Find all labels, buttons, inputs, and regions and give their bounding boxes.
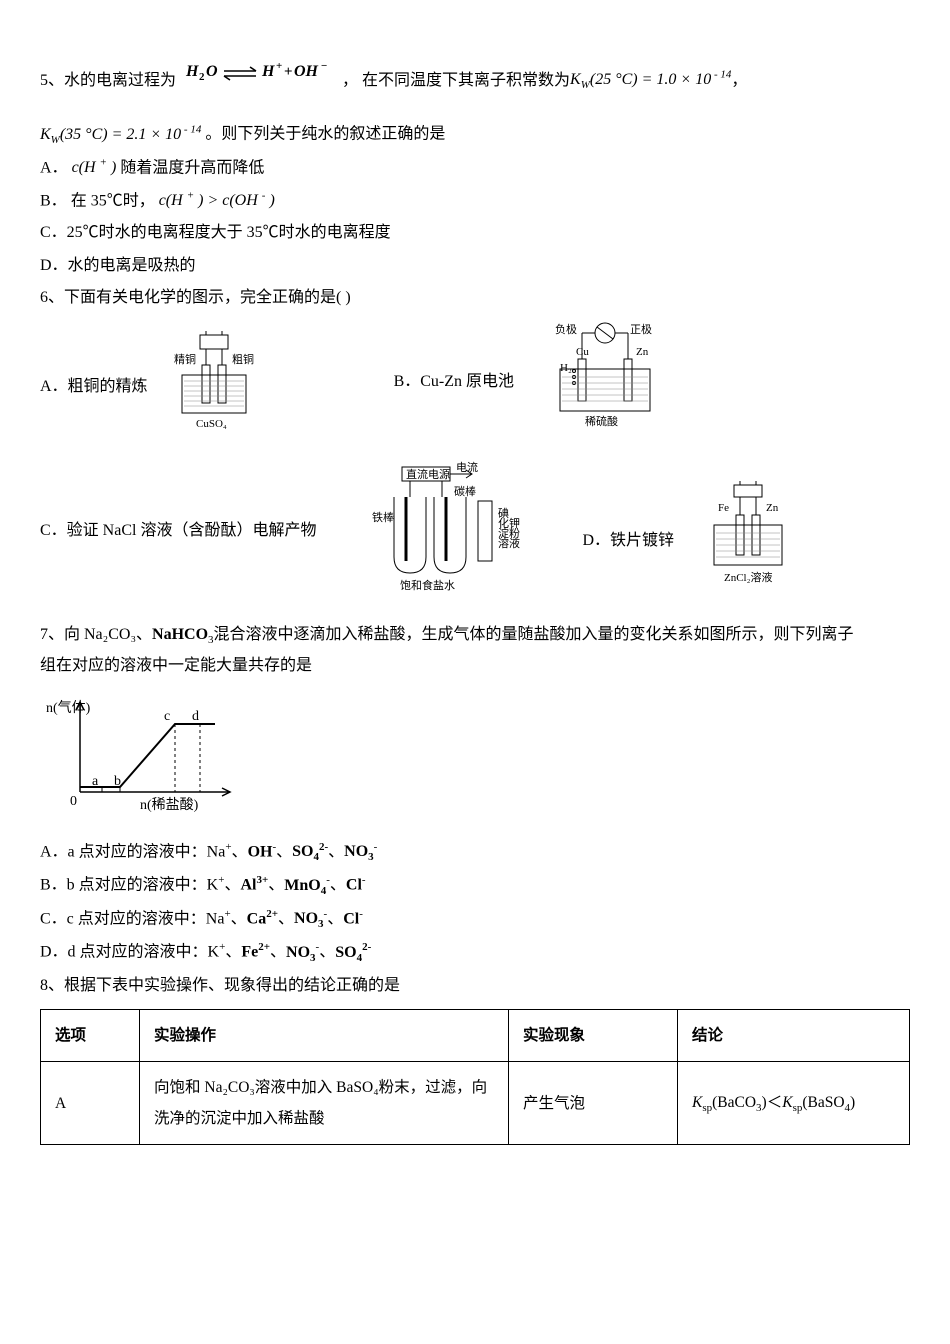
table-header-row: 选项 实验操作 实验现象 结论 xyxy=(41,1010,910,1062)
q5-D: D．水的电离是吸热的 xyxy=(40,251,910,281)
q5-B-label: B． xyxy=(40,192,67,209)
kw35: KW(35 °C) = 2.1 × 10 - 14 xyxy=(40,126,201,143)
svg-text:2: 2 xyxy=(199,71,205,83)
svg-text:O: O xyxy=(206,63,218,80)
q5-mid: ， 在不同温度下其离子积常数为 xyxy=(342,66,570,96)
svg-text:正极: 正极 xyxy=(630,322,652,336)
q6-row1: A．粗铜的精炼 精铜 粗铜 xyxy=(40,321,910,442)
q6-text: 6、下面有关电化学的图示，完全正确的是( ) xyxy=(40,283,910,313)
svg-text:直流电源: 直流电源 xyxy=(406,467,450,481)
diagram-nacl-electrolysis: 直流电源 电流 碳棒 铁棒 碘 化钾 xyxy=(322,461,542,602)
svg-text:b: b xyxy=(114,774,121,789)
q7-text1: 7、向 Na₂CO₃、 xyxy=(40,626,152,643)
th-conclusion: 结论 xyxy=(678,1010,910,1062)
q6-A-label: A．粗铜的精炼 xyxy=(40,372,148,402)
question-6: 6、下面有关电化学的图示，完全正确的是( ) A．粗铜的精炼 精铜 粗铜 xyxy=(40,283,910,602)
svg-text:粗铜: 粗铜 xyxy=(232,352,254,366)
kw25: KW(25 °C) = 1.0 × 10 - 14 xyxy=(570,65,731,96)
q5-C: C．25℃时水的电离程度大于 35℃时水的电离程度 xyxy=(40,218,910,248)
svg-text:a: a xyxy=(92,774,99,789)
svg-text:精铜: 精铜 xyxy=(174,352,196,366)
svg-text:ZnCl₂溶液: ZnCl₂溶液 xyxy=(724,570,772,584)
th-option: 选项 xyxy=(41,1010,140,1062)
cell-opt: A xyxy=(41,1062,140,1145)
cell-phenomenon: 产生气泡 xyxy=(509,1062,678,1145)
q8-text: 8、根据下表中实验操作、现象得出的结论正确的是 xyxy=(40,971,910,1001)
q5-pre: 水的电离过程为 xyxy=(64,66,176,96)
svg-text:n(稀盐酸): n(稀盐酸) xyxy=(140,797,199,812)
q5-B-expr: c(H + ) > c(OH - ) xyxy=(159,192,275,209)
cell-operation: 向饱和 Na₂CO₃溶液中加入 BaSO₄粉末，过滤，向洗净的沉淀中加入稀盐酸 xyxy=(140,1062,509,1145)
svg-text:饱和食盐水: 饱和食盐水 xyxy=(400,578,455,591)
question-7: 7、向 Na₂CO₃、NaHCO3混合溶液中逐滴加入稀盐酸，生成气体的量随盐酸加… xyxy=(40,620,910,968)
question-5: 5、 水的电离过程为 H 2 O H + + OH − ， 在不同温度下其离子积… xyxy=(40,60,910,281)
table-row: A 向饱和 Na₂CO₃溶液中加入 BaSO₄粉末，过滤，向洗净的沉淀中加入稀盐… xyxy=(41,1062,910,1145)
q5-A-label: A． xyxy=(40,159,68,176)
q6-D-label: D．铁片镀锌 xyxy=(582,526,674,556)
q7-C: C．c 点对应的溶液中：Na+、Ca2+、NO3-、Cl- xyxy=(40,904,910,935)
th-phenomenon: 实验现象 xyxy=(509,1010,678,1062)
q5-A-post: 随着温度升高而降低 xyxy=(120,159,264,176)
svg-text:Zn: Zn xyxy=(636,346,649,358)
q7-bold1: NaHCO xyxy=(152,626,208,643)
th-operation: 实验操作 xyxy=(140,1010,509,1062)
q5-num: 5、 xyxy=(40,66,64,96)
diagram-refine-copper: 精铜 粗铜 CuSO₄ xyxy=(154,331,274,442)
q7-graph: n(气体) 0 n(稀盐酸) a b c d xyxy=(40,692,910,823)
cell-conclusion: Ksp(BaCO3)＜Ksp(BaSO4) xyxy=(678,1062,910,1145)
q7-D: D．d 点对应的溶液中：K+、Fe2+、NO3-、SO42- xyxy=(40,937,910,968)
svg-text:+: + xyxy=(276,60,282,72)
svg-text:+: + xyxy=(284,64,293,80)
equilibrium-equation: H 2 O H + + OH − xyxy=(184,60,334,101)
svg-text:Zn: Zn xyxy=(766,502,779,514)
svg-text:−: − xyxy=(321,60,327,72)
q6-row2: C．验证 NaCl 溶液（含酚酞）电解产物 直流电源 电流 碳棒 铁棒 xyxy=(40,461,910,602)
svg-text:电流: 电流 xyxy=(456,461,478,474)
svg-text:d: d xyxy=(192,709,199,724)
q5-comma: ， xyxy=(731,66,747,96)
q5-A-expr: c(H + ) xyxy=(72,159,117,176)
q8-table: 选项 实验操作 实验现象 结论 A 向饱和 Na₂CO₃溶液中加入 BaSO₄粉… xyxy=(40,1009,910,1145)
svg-text:OH: OH xyxy=(294,63,319,80)
q7-B: B．b 点对应的溶液中：K+、Al3+、MnO4-、Cl- xyxy=(40,870,910,901)
q6-C-label: C．验证 NaCl 溶液（含酚酞）电解产物 xyxy=(40,516,316,546)
q7-text2: 混合溶液中逐滴加入稀盐酸，生成气体的量随盐酸加入量的变化关系如图所示，则下列离子 xyxy=(214,626,854,643)
svg-text:H: H xyxy=(185,63,199,80)
q7-text3: 组在对应的溶液中一定能大量共存的是 xyxy=(40,651,910,681)
svg-text:Fe: Fe xyxy=(718,502,729,514)
svg-text:H: H xyxy=(261,63,275,80)
svg-text:溶液: 溶液 xyxy=(498,536,520,550)
svg-text:0: 0 xyxy=(70,794,77,809)
svg-text:铁棒: 铁棒 xyxy=(372,510,394,524)
svg-text:c: c xyxy=(164,709,170,724)
svg-text:n(气体): n(气体) xyxy=(46,700,91,716)
diagram-cu-zn-cell: 负极 正极 Cu Zn H₂ xyxy=(520,321,690,442)
svg-text:CuSO₄: CuSO₄ xyxy=(196,418,227,430)
q5-B-pre: 在 35℃时， xyxy=(71,192,155,209)
svg-text:H₂: H₂ xyxy=(560,362,572,374)
q5-tail: 。则下列关于纯水的叙述正确的是 xyxy=(205,126,445,143)
svg-text:负极: 负极 xyxy=(555,322,577,336)
q6-B-label: B．Cu-Zn 原电池 xyxy=(394,367,514,397)
question-8: 8、根据下表中实验操作、现象得出的结论正确的是 选项 实验操作 实验现象 结论 … xyxy=(40,971,910,1145)
svg-text:碳棒: 碳棒 xyxy=(454,484,476,498)
svg-text:稀硫酸: 稀硫酸 xyxy=(585,414,618,428)
svg-text:Cu: Cu xyxy=(576,346,589,358)
diagram-zinc-plating: Fe Zn ZnCl₂溶液 xyxy=(680,481,820,602)
q7-A: A．a 点对应的溶液中：Na+、OH-、SO42-、NO3- xyxy=(40,837,910,868)
